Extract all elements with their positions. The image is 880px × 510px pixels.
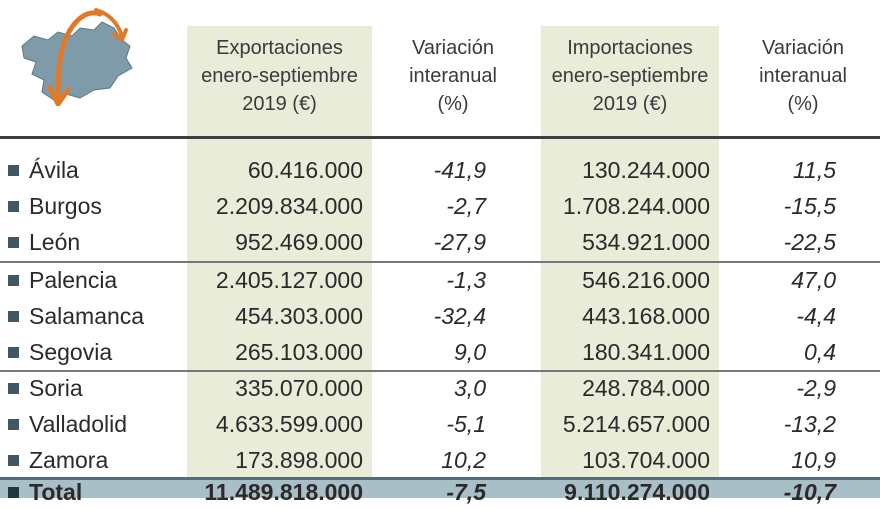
- header-divider: [0, 136, 880, 139]
- header-variation-line: (%): [787, 93, 819, 115]
- imports-variation: -22,5: [783, 229, 836, 255]
- imports-value: 1.708.244.000: [562, 193, 710, 219]
- province-name: León: [29, 229, 81, 255]
- bullet-square-icon: [8, 487, 19, 498]
- imports-variation: 11,5: [792, 157, 836, 183]
- exports-value: 265.103.000: [235, 339, 363, 365]
- table-row: Palencia 2.405.127.000 -1,3 546.216.000 …: [0, 262, 880, 298]
- header-variation-line: Variación: [762, 37, 844, 59]
- imports-variation: 0,4: [804, 339, 836, 365]
- imports-variation: -13,2: [783, 411, 836, 437]
- province-name: Ávila: [29, 157, 79, 183]
- imports-variation: -15,5: [783, 193, 836, 219]
- exports-value: 2.405.127.000: [215, 267, 363, 293]
- province-name: Segovia: [29, 339, 113, 365]
- header-imports: Importaciones enero-septiembre 2019 (€): [541, 34, 719, 118]
- header-imports-line: 2019 (€): [592, 93, 668, 115]
- exports-variation: 3,0: [454, 375, 486, 401]
- castilla-y-leon-map-icon: [21, 8, 133, 106]
- table-row: Valladolid 4.633.599.000 -5,1 5.214.657.…: [0, 406, 880, 442]
- exports-value: 60.416.000: [247, 157, 363, 183]
- exports-variation: -5,1: [446, 411, 486, 437]
- province-name: Zamora: [29, 447, 109, 473]
- total-imports-variation: -10,7: [783, 479, 836, 505]
- imports-column-shade: [541, 26, 719, 495]
- header-exports-line: Exportaciones: [216, 37, 343, 59]
- imports-value: 248.784.000: [582, 375, 710, 401]
- imports-value: 5.214.657.000: [562, 411, 710, 437]
- total-exports-value: 11.489.818.000: [204, 479, 363, 505]
- exports-column-shade: [187, 26, 372, 495]
- imports-value: 103.704.000: [582, 447, 710, 473]
- group-divider: [0, 261, 880, 263]
- bullet-square-icon: [8, 237, 19, 248]
- header-variation-line: interanual: [759, 65, 847, 87]
- total-exports-variation: -7,5: [446, 479, 486, 505]
- total-row: Total 11.489.818.000 -7,5 9.110.274.000 …: [0, 474, 880, 510]
- table-row: Salamanca 454.303.000 -32,4 443.168.000 …: [0, 298, 880, 334]
- group-divider: [0, 370, 880, 372]
- table-row: Burgos 2.209.834.000 -2,7 1.708.244.000 …: [0, 188, 880, 224]
- exports-value: 335.070.000: [235, 375, 363, 401]
- imports-value: 443.168.000: [582, 303, 710, 329]
- imports-variation: 10,9: [791, 447, 836, 473]
- bullet-square-icon: [8, 201, 19, 212]
- header-variation-imports: Variación interanual (%): [738, 34, 868, 118]
- table-row: Zamora 173.898.000 10,2 103.704.000 10,9: [0, 442, 880, 478]
- bullet-square-icon: [8, 419, 19, 430]
- exports-variation: 10,2: [441, 447, 486, 473]
- total-row-background: [0, 477, 880, 498]
- province-name: Burgos: [29, 193, 102, 219]
- exports-value: 952.469.000: [235, 229, 363, 255]
- exports-variation: -1,3: [446, 267, 486, 293]
- header-exports-line: 2019 (€): [242, 93, 317, 115]
- bullet-square-icon: [8, 165, 19, 176]
- exports-variation: -41,9: [433, 157, 486, 183]
- header-imports-line: enero-septiembre: [551, 65, 709, 87]
- imports-value: 180.341.000: [582, 339, 710, 365]
- total-label: Total: [29, 479, 83, 505]
- header-variation-line: Variación: [412, 37, 494, 59]
- bullet-square-icon: [8, 347, 19, 358]
- imports-variation: -2,9: [796, 375, 836, 401]
- exports-variation: -27,9: [433, 229, 486, 255]
- imports-value: 130.244.000: [582, 157, 710, 183]
- imports-variation: -4,4: [796, 303, 836, 329]
- header-variation-line: (%): [437, 93, 469, 115]
- bullet-square-icon: [8, 311, 19, 322]
- header-exports-line: enero-septiembre: [201, 65, 358, 87]
- exports-value: 173.898.000: [235, 447, 363, 473]
- exports-value: 454.303.000: [235, 303, 363, 329]
- imports-variation: 47,0: [791, 267, 836, 293]
- exports-variation: 9,0: [454, 339, 486, 365]
- exports-variation: -2,7: [446, 193, 486, 219]
- province-name: Soria: [29, 375, 83, 401]
- table-row: Ávila 60.416.000 -41,9 130.244.000 11,5: [0, 152, 880, 188]
- imports-value: 534.921.000: [582, 229, 710, 255]
- bullet-square-icon: [8, 275, 19, 286]
- table-row: Segovia 265.103.000 9,0 180.341.000 0,4: [0, 334, 880, 370]
- table-row: León 952.469.000 -27,9 534.921.000 -22,5: [0, 224, 880, 260]
- province-name: Palencia: [29, 267, 118, 293]
- imports-value: 546.216.000: [582, 267, 710, 293]
- header-imports-line: Importaciones: [567, 37, 693, 59]
- header-variation-line: interanual: [409, 65, 497, 87]
- bullet-square-icon: [8, 383, 19, 394]
- table-row: Soria 335.070.000 3,0 248.784.000 -2,9: [0, 370, 880, 406]
- bullet-square-icon: [8, 455, 19, 466]
- header-exports: Exportaciones enero-septiembre 2019 (€): [187, 34, 372, 118]
- province-name: Valladolid: [29, 411, 128, 437]
- province-name: Salamanca: [29, 303, 145, 329]
- exports-value: 4.633.599.000: [215, 411, 363, 437]
- header-variation-exports: Variación interanual (%): [388, 34, 518, 118]
- exports-variation: -32,4: [433, 303, 486, 329]
- total-imports-value: 9.110.274.000: [564, 479, 710, 505]
- exports-value: 2.209.834.000: [215, 193, 363, 219]
